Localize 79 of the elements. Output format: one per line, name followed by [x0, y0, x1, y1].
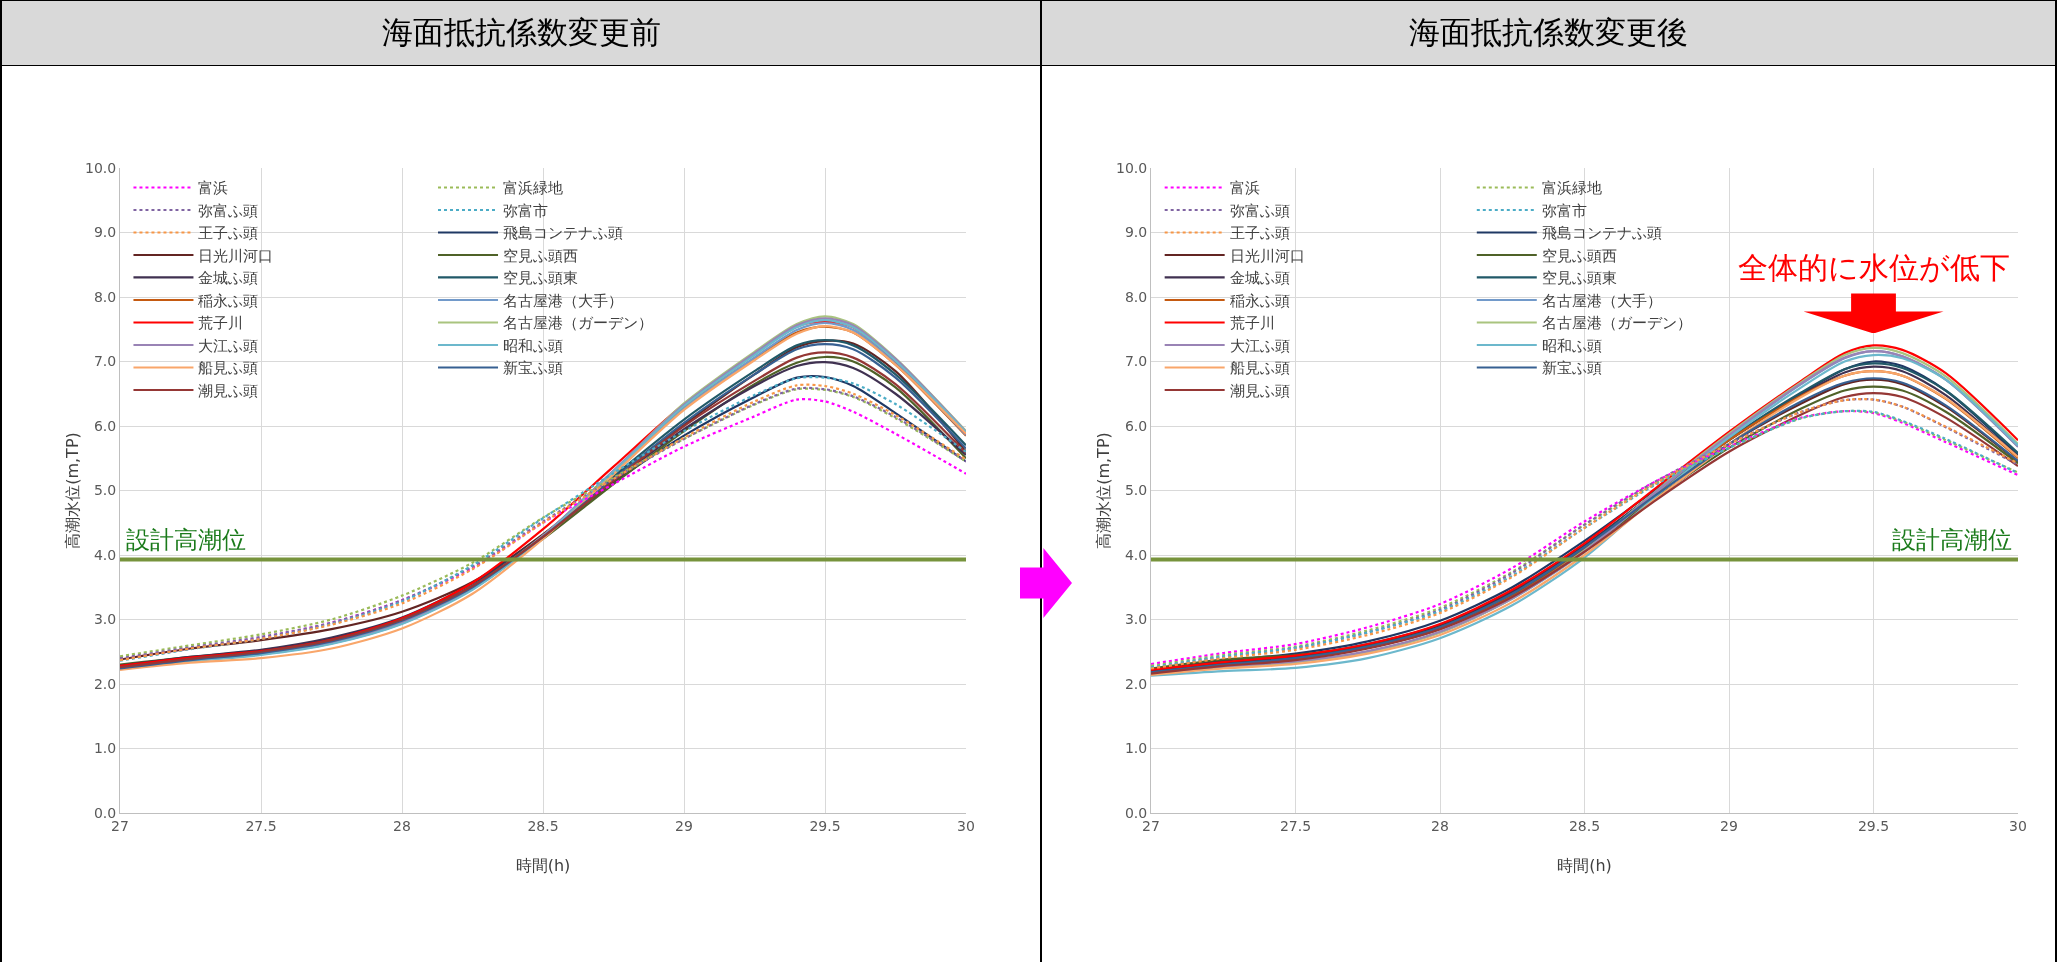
legend-label: 空見ふ頭西: [1541, 246, 1617, 265]
y-tick-label: 5.0: [1124, 482, 1148, 499]
legend-label: 新宝ふ頭: [503, 359, 564, 378]
chart-title: 海面抵抗係数変更前: [2, 0, 1041, 66]
legend-label: 日光川河口: [198, 246, 274, 265]
y-axis-title: 高潮水位(m,TP): [1094, 432, 1113, 549]
x-tick-label: 27.5: [245, 817, 277, 834]
y-tick-label: 6.0: [93, 417, 117, 434]
legend-label: 名古屋港（ガーデン）: [503, 314, 654, 333]
x-tick-label: 29: [675, 817, 693, 834]
legend-label: 荒子川: [198, 314, 244, 333]
x-tick-label: 28: [1431, 817, 1449, 834]
legend-label: 弥富市: [1541, 201, 1587, 220]
x-tick-label: 30: [957, 817, 975, 834]
legend-label: 稲永ふ頭: [198, 291, 259, 310]
x-tick-label: 29.5: [809, 817, 841, 834]
legend-label: 空見ふ頭東: [1541, 269, 1617, 288]
y-tick-label: 5.0: [93, 482, 117, 499]
x-axis-title: 時間(h): [1557, 856, 1612, 875]
legend-label: 飛島コンテナふ頭: [1541, 224, 1662, 243]
legend-label: 昭和ふ頭: [1541, 336, 1602, 355]
y-tick-label: 2.0: [93, 675, 117, 692]
legend-label: 富浜: [198, 179, 229, 198]
chart-title: 海面抵抗係数変更後: [1042, 0, 2055, 66]
y-tick-label: 7.0: [93, 353, 117, 370]
legend-label: 名古屋港（大手）: [1541, 291, 1662, 310]
legend-label: 潮見ふ頭: [198, 381, 259, 400]
legend-label: 富浜緑地: [1541, 179, 1602, 198]
legend-label: 弥富ふ頭: [198, 201, 259, 220]
y-tick-label: 4.0: [1124, 546, 1148, 563]
legend-label: 名古屋港（大手）: [503, 291, 624, 310]
legend-label: 昭和ふ頭: [503, 336, 564, 355]
legend-label: 弥富市: [503, 201, 549, 220]
legend-label: 金城ふ頭: [198, 269, 259, 288]
x-tick-label: 28: [393, 817, 411, 834]
ref-line-label: 設計高潮位: [1892, 526, 2012, 554]
legend-label: 名古屋港（ガーデン）: [1541, 314, 1692, 333]
x-tick-label: 29.5: [1857, 817, 1890, 834]
legend-label: 王子ふ頭: [1229, 224, 1290, 243]
legend-label: 飛島コンテナふ頭: [503, 224, 624, 243]
annotation: 全体的に水位が低下: [1738, 250, 2010, 285]
ref-line-label: 設計高潮位: [126, 526, 246, 554]
legend-label: 富浜緑地: [503, 179, 564, 198]
legend-label: 稲永ふ頭: [1229, 291, 1290, 310]
legend-label: 荒子川: [1229, 314, 1275, 333]
y-tick-label: 10.0: [1116, 159, 1148, 176]
y-tick-label: 3.0: [93, 611, 117, 628]
y-tick-label: 2.0: [1124, 675, 1148, 692]
x-tick-label: 28.5: [527, 817, 559, 834]
legend-label: 富浜: [1229, 179, 1260, 198]
x-tick-label: 30: [2009, 817, 2027, 834]
x-axis-title: 時間(h): [515, 856, 571, 875]
legend-label: 空見ふ頭東: [503, 269, 579, 288]
legend-label: 大江ふ頭: [198, 336, 259, 355]
y-tick-label: 9.0: [1124, 224, 1148, 241]
legend-label: 船見ふ頭: [198, 359, 259, 378]
x-tick-label: 29: [1720, 817, 1738, 834]
y-tick-label: 1.0: [93, 740, 117, 757]
legend-label: 弥富ふ頭: [1229, 201, 1290, 220]
y-tick-label: 4.0: [93, 546, 117, 563]
x-tick-label: 28.5: [1568, 817, 1601, 834]
y-tick-label: 8.0: [1124, 288, 1148, 305]
legend-label: 船見ふ頭: [1229, 359, 1290, 378]
y-tick-label: 10.0: [85, 159, 117, 176]
legend-label: 金城ふ頭: [1229, 269, 1290, 288]
legend-label: 王子ふ頭: [198, 224, 259, 243]
y-tick-label: 8.0: [93, 288, 117, 305]
y-tick-label: 9.0: [93, 224, 117, 241]
legend-label: 新宝ふ頭: [1541, 359, 1602, 378]
y-tick-label: 3.0: [1124, 611, 1148, 628]
legend-label: 潮見ふ頭: [1229, 381, 1290, 400]
y-tick-label: 1.0: [1124, 740, 1148, 757]
x-tick-label: 27.5: [1279, 817, 1312, 834]
y-axis-title: 高潮水位(m,TP): [63, 432, 82, 549]
legend-label: 空見ふ頭西: [503, 246, 579, 265]
legend-label: 日光川河口: [1229, 246, 1305, 265]
y-tick-label: 6.0: [1124, 417, 1148, 434]
y-tick-label: 7.0: [1124, 353, 1148, 370]
legend-label: 大江ふ頭: [1229, 336, 1290, 355]
